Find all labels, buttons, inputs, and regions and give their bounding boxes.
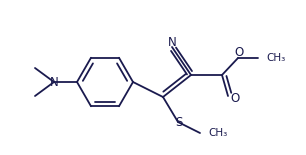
Text: N: N [168,35,176,49]
Text: O: O [234,46,244,58]
Text: S: S [175,117,183,129]
Text: CH₃: CH₃ [208,128,227,138]
Text: N: N [50,75,58,89]
Text: CH₃: CH₃ [266,53,285,63]
Text: O: O [230,91,240,104]
